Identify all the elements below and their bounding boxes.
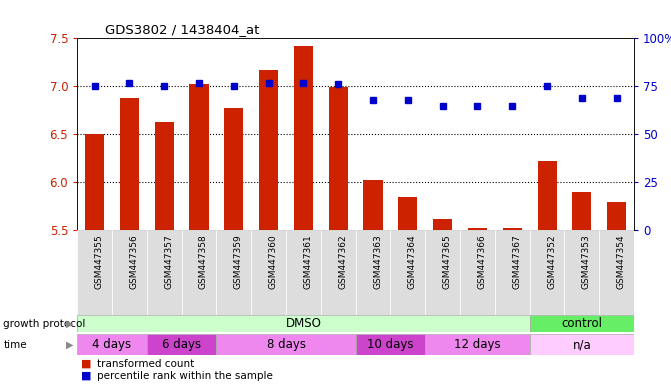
Bar [356, 230, 391, 315]
Text: ■: ■ [81, 359, 91, 369]
Bar [77, 334, 147, 355]
Bar [77, 230, 112, 315]
Text: percentile rank within the sample: percentile rank within the sample [97, 371, 273, 381]
Bar [147, 230, 182, 315]
Bar [564, 230, 599, 315]
Text: GSM447357: GSM447357 [164, 235, 173, 290]
Bar [529, 334, 634, 355]
Text: transformed count: transformed count [97, 359, 195, 369]
Bar [433, 219, 452, 230]
Bar [425, 230, 460, 315]
Bar [529, 230, 564, 315]
Bar [182, 230, 216, 315]
Text: 8 days: 8 days [266, 338, 305, 351]
Text: growth protocol: growth protocol [3, 318, 86, 329]
Text: GSM447356: GSM447356 [130, 235, 138, 290]
Bar [147, 334, 216, 355]
Bar [251, 230, 286, 315]
Text: ■: ■ [81, 371, 91, 381]
Bar [216, 334, 356, 355]
Bar [460, 230, 495, 315]
Text: GSM447364: GSM447364 [408, 235, 417, 289]
Bar [529, 315, 634, 332]
Bar [77, 315, 529, 332]
Text: 10 days: 10 days [367, 338, 414, 351]
Bar [321, 230, 356, 315]
Text: n/a: n/a [572, 338, 591, 351]
Text: 4 days: 4 days [93, 338, 132, 351]
Bar [112, 230, 147, 315]
Text: GSM447363: GSM447363 [373, 235, 382, 290]
Bar [259, 70, 278, 230]
Bar [189, 84, 209, 230]
Text: DMSO: DMSO [285, 317, 321, 330]
Text: GSM447355: GSM447355 [95, 235, 103, 290]
Bar [329, 87, 348, 230]
Bar [294, 46, 313, 230]
Text: GSM447362: GSM447362 [338, 235, 347, 289]
Text: time: time [3, 339, 27, 350]
Text: GSM447358: GSM447358 [199, 235, 208, 290]
Bar [391, 230, 425, 315]
Bar [599, 230, 634, 315]
Bar [399, 197, 417, 230]
Bar [364, 179, 382, 230]
Text: GSM447359: GSM447359 [234, 235, 243, 290]
Bar [572, 192, 591, 230]
Bar [495, 230, 529, 315]
Bar [537, 161, 557, 230]
Bar [286, 230, 321, 315]
Bar [154, 122, 174, 230]
Bar [468, 228, 487, 230]
Bar [425, 334, 529, 355]
Bar [85, 134, 104, 230]
Text: GSM447365: GSM447365 [443, 235, 452, 290]
Text: GSM447360: GSM447360 [268, 235, 278, 290]
Text: control: control [562, 317, 603, 330]
Bar [356, 334, 425, 355]
Text: GSM447353: GSM447353 [582, 235, 591, 290]
Text: ▶: ▶ [66, 318, 74, 329]
Bar [607, 202, 626, 230]
Bar [503, 228, 522, 230]
Text: 6 days: 6 days [162, 338, 201, 351]
Bar [216, 230, 251, 315]
Text: GSM447361: GSM447361 [303, 235, 313, 290]
Text: GSM447367: GSM447367 [512, 235, 521, 290]
Text: GDS3802 / 1438404_at: GDS3802 / 1438404_at [105, 23, 260, 36]
Bar [224, 108, 244, 230]
Text: 12 days: 12 days [454, 338, 501, 351]
Text: GSM447366: GSM447366 [478, 235, 486, 290]
Bar [120, 98, 139, 230]
Text: GSM447354: GSM447354 [617, 235, 625, 289]
Text: GSM447352: GSM447352 [547, 235, 556, 289]
Text: ▶: ▶ [66, 339, 74, 350]
